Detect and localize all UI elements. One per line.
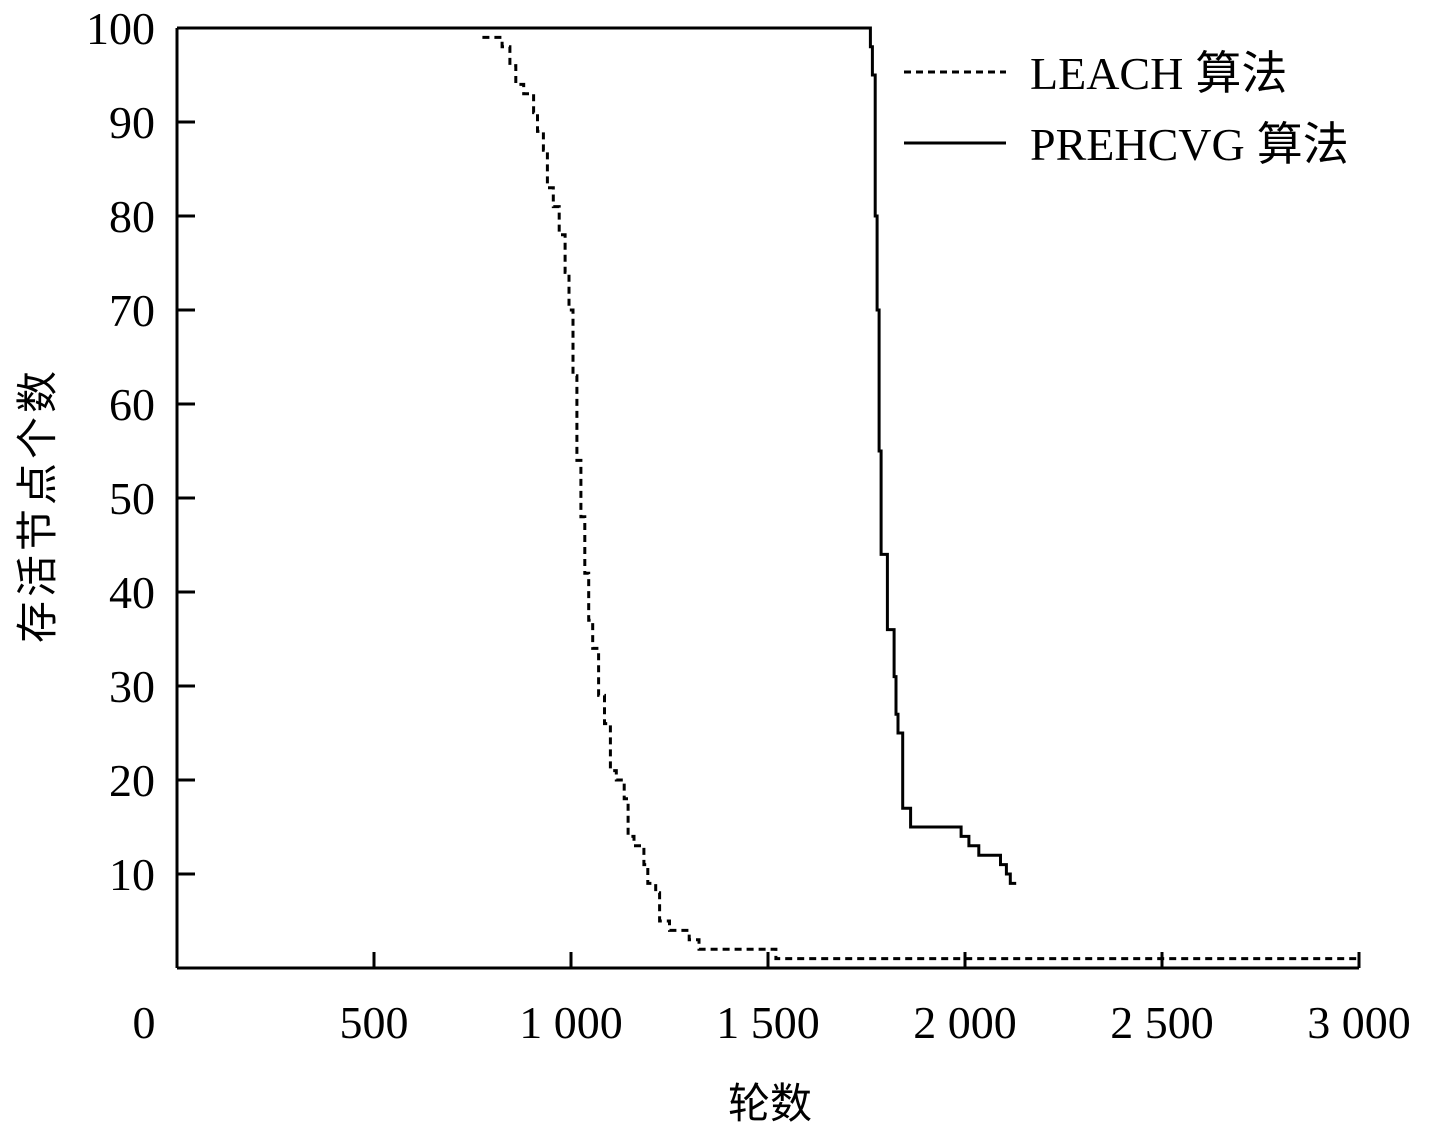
legend-label-prehcvg-cjk: 算法	[1257, 117, 1349, 171]
y-tick-label: 50	[109, 473, 155, 524]
y-tick-label: 90	[109, 97, 155, 148]
x-tick-label: 1 500	[716, 997, 820, 1048]
y-axis-title: 存活节点个数	[13, 367, 62, 643]
legend-label-leach-latin: LEACH	[1030, 48, 1183, 99]
y-tick-label: 40	[109, 567, 155, 618]
x-tick-label: 2 500	[1110, 997, 1214, 1048]
x-axis-title: 轮数	[728, 1079, 812, 1128]
x-tick-label: 1 000	[519, 997, 623, 1048]
y-tick-label: 100	[86, 3, 155, 54]
y-tick-label: 30	[109, 661, 155, 712]
x-tick-label: 3 000	[1307, 997, 1411, 1048]
y-tick-label: 10	[109, 849, 155, 900]
y-tick-label: 20	[109, 755, 155, 806]
x-tick-label: 500	[340, 997, 409, 1048]
series-line-prehcvg	[177, 26, 1017, 885]
legend: LEACH 算法 PREHCVG 算法	[904, 46, 1349, 171]
axis-ticks: 0 500 1 000 1 500 2 000 2 500 3 000 10 20 30 40 50 6…	[86, 3, 1411, 1048]
y-tick-label: 60	[109, 379, 155, 430]
legend-label-leach-cjk: 算法	[1195, 46, 1287, 100]
legend-item-leach: LEACH 算法	[904, 46, 1287, 100]
legend-label-leach: LEACH 算法	[1030, 46, 1287, 100]
series-layer	[177, 26, 1359, 961]
legend-item-prehcvg: PREHCVG 算法	[904, 117, 1349, 171]
x-tick-label: 0	[133, 997, 156, 1048]
y-tick-label: 70	[109, 285, 155, 336]
series-line-leach	[482, 35, 1359, 961]
x-tick-label: 2 000	[913, 997, 1017, 1048]
legend-label-prehcvg-latin: PREHCVG	[1030, 119, 1245, 170]
legend-label-prehcvg: PREHCVG 算法	[1030, 117, 1349, 171]
y-tick-label: 80	[109, 191, 155, 242]
